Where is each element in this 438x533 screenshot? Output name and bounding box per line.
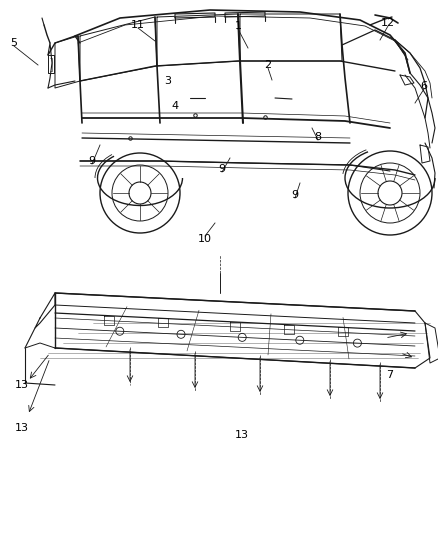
Text: 13: 13 xyxy=(15,380,29,390)
Text: 10: 10 xyxy=(198,234,212,244)
Text: 3: 3 xyxy=(165,76,172,86)
Text: 8: 8 xyxy=(314,132,321,142)
Text: 9: 9 xyxy=(88,156,95,166)
Text: 13: 13 xyxy=(15,423,29,433)
Text: 2: 2 xyxy=(265,60,272,70)
Text: 13: 13 xyxy=(235,430,249,440)
Text: 12: 12 xyxy=(381,18,395,28)
Text: 4: 4 xyxy=(171,101,179,111)
Text: 1: 1 xyxy=(234,21,241,31)
Text: 6: 6 xyxy=(420,81,427,91)
Text: 9: 9 xyxy=(219,164,226,174)
Text: 9: 9 xyxy=(291,190,299,200)
Text: 7: 7 xyxy=(386,370,394,380)
Text: 11: 11 xyxy=(131,20,145,30)
Text: 5: 5 xyxy=(11,38,18,48)
